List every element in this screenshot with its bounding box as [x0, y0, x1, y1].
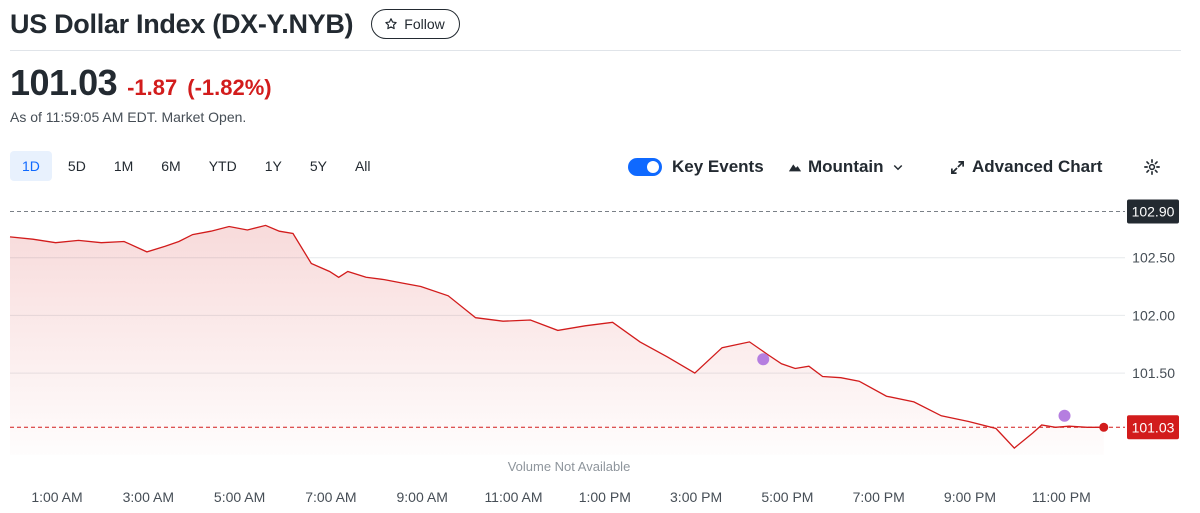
- star-icon: [385, 18, 397, 30]
- key-events-label: Key Events: [672, 157, 764, 176]
- range-tab-5y[interactable]: 5Y: [309, 158, 327, 174]
- x-tick-label: 11:00 AM: [484, 489, 542, 505]
- advanced-chart-label: Advanced Chart: [972, 157, 1103, 176]
- y-tick-label: 102.00: [1132, 307, 1175, 323]
- gear-icon: [1144, 159, 1160, 175]
- x-tick-label: 9:00 PM: [944, 489, 996, 505]
- x-tick-label: 5:00 AM: [214, 489, 265, 505]
- x-axis: 1:00 AM 3:00 AM 5:00 AM 7:00 AM 9:00 AM 11:00…: [31, 489, 1090, 505]
- range-tab-1m[interactable]: 1M: [113, 158, 134, 174]
- follow-button[interactable]: Follow: [371, 9, 460, 39]
- previous-close-tag: 102.90: [1127, 199, 1179, 224]
- price-change: -1.87: [127, 75, 178, 100]
- quote-row: 101.03 -1.87 (-1.82%): [10, 62, 272, 104]
- x-tick-label: 5:00 PM: [761, 489, 813, 505]
- range-tab-6m[interactable]: 6M: [161, 158, 181, 174]
- page-title: US Dollar Index (DX-Y.NYB): [10, 8, 354, 39]
- key-event-marker[interactable]: [1058, 409, 1071, 422]
- current-price-value: 101.03: [1132, 419, 1175, 435]
- expand-icon: [951, 160, 964, 174]
- previous-close-value: 102.90: [1132, 204, 1175, 220]
- chevron-down-icon: [893, 164, 902, 171]
- follow-label: Follow: [404, 16, 445, 32]
- x-tick-label: 9:00 AM: [397, 489, 448, 505]
- range-tab-all[interactable]: All: [354, 158, 371, 174]
- range-tab-1d[interactable]: 1D: [10, 151, 52, 181]
- chart-settings-button[interactable]: [1143, 152, 1161, 182]
- volume-note: Volume Not Available: [508, 459, 631, 474]
- price-chart[interactable]: 102.50 102.00 101.50 1:00 AM 3:00 AM 5:00 AM…: [0, 190, 1200, 513]
- price-area: [10, 225, 1104, 455]
- toggle-switch[interactable]: [628, 158, 662, 176]
- header: US Dollar Index (DX-Y.NYB) Follow: [10, 6, 460, 42]
- x-tick-label: 11:00 PM: [1032, 489, 1091, 505]
- y-tick-label: 102.50: [1132, 250, 1175, 266]
- x-tick-label: 1:00 PM: [579, 489, 631, 505]
- key-events-toggle[interactable]: Key Events: [628, 152, 764, 182]
- quote-timestamp: As of 11:59:05 AM EDT. Market Open.: [10, 109, 247, 125]
- chart-type-label: Mountain: [808, 157, 884, 176]
- current-price-dot: [1099, 422, 1109, 432]
- key-events-markers: [757, 353, 1071, 422]
- range-selector: 1D 5D 1M 6M YTD 1Y 5Y All: [10, 151, 387, 181]
- y-axis: 102.50 102.00 101.50: [1132, 250, 1175, 381]
- x-tick-label: 7:00 AM: [305, 489, 356, 505]
- x-tick-label: 3:00 PM: [670, 489, 722, 505]
- y-tick-label: 101.50: [1132, 365, 1175, 381]
- price-change-percent: (-1.82%): [187, 75, 272, 100]
- range-tab-ytd[interactable]: YTD: [208, 158, 237, 174]
- header-divider: [10, 50, 1181, 51]
- mountain-icon: [788, 164, 802, 172]
- range-tab-5d[interactable]: 5D: [67, 158, 86, 174]
- chart-type-dropdown[interactable]: Mountain: [788, 152, 904, 182]
- x-tick-label: 7:00 PM: [853, 489, 905, 505]
- range-tab-1y[interactable]: 1Y: [264, 158, 282, 174]
- x-tick-label: 1:00 AM: [31, 489, 82, 505]
- current-price-tag: 101.03: [1127, 415, 1179, 440]
- advanced-chart-button[interactable]: Advanced Chart: [950, 152, 1102, 182]
- x-tick-label: 3:00 AM: [123, 489, 174, 505]
- key-event-marker[interactable]: [757, 353, 770, 366]
- current-price: 101.03: [10, 62, 118, 103]
- price-line: [9, 224, 1104, 449]
